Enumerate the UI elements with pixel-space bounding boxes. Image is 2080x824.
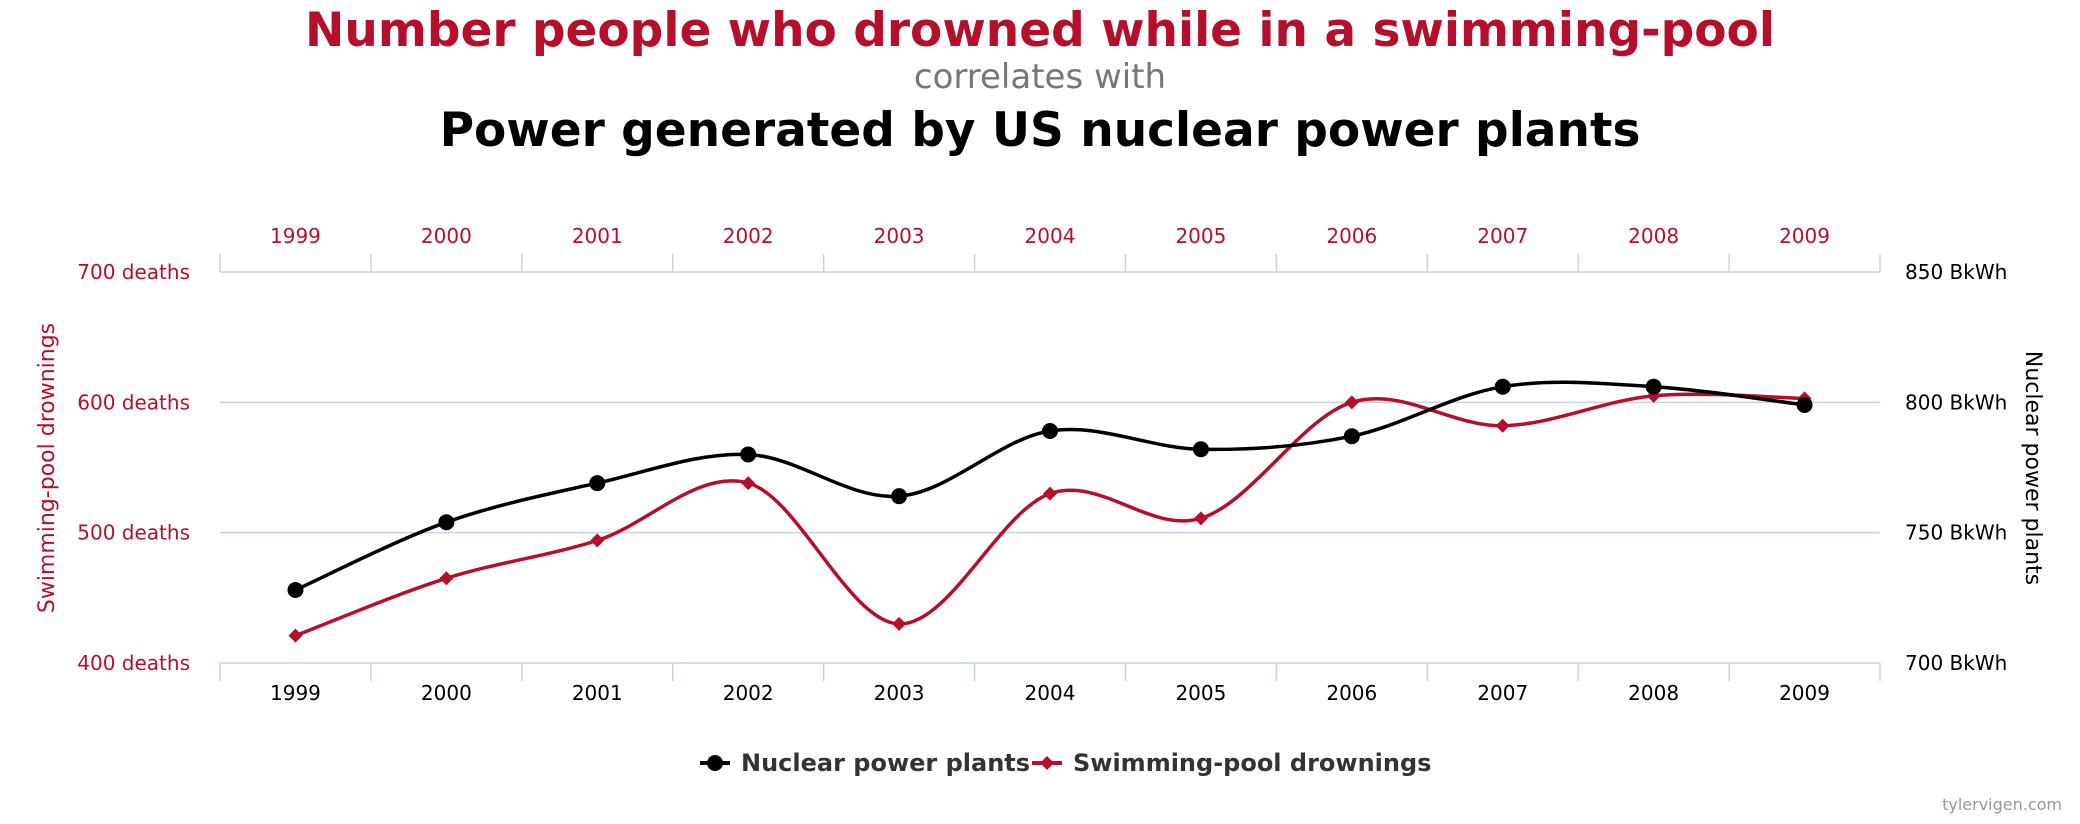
top-x-tick-label: 2007: [1477, 224, 1528, 248]
left-y-tick-label: 700 deaths: [77, 260, 190, 284]
legend-label-nuclear: Nuclear power plants: [741, 749, 1030, 777]
legend-item-drownings[interactable]: Swimming-pool drownings: [1032, 749, 1431, 777]
data-point-nuclear[interactable]: [1494, 378, 1511, 395]
bottom-x-tick-label: 2003: [874, 681, 925, 705]
data-point-drownings[interactable]: [892, 616, 907, 631]
data-point-nuclear[interactable]: [1645, 378, 1662, 395]
chart-subtitle: Power generated by US nuclear power plan…: [440, 103, 1641, 158]
data-point-nuclear[interactable]: [740, 446, 757, 463]
right-y-tick-label: 800 BkWh: [1905, 390, 2007, 414]
bottom-x-tick-label: 2000: [421, 681, 472, 705]
chart-title: Number people who drowned while in a swi…: [305, 3, 1775, 58]
legend-marker-drownings: [1040, 756, 1054, 770]
bottom-x-tick-label: 2008: [1628, 681, 1679, 705]
bottom-x-tick-label: 2009: [1779, 681, 1830, 705]
top-x-tick-label: 2006: [1326, 224, 1377, 248]
bottom-x-tick-label: 2005: [1175, 681, 1226, 705]
top-x-tick-label: 2004: [1025, 224, 1076, 248]
data-point-nuclear[interactable]: [1343, 428, 1360, 445]
data-point-nuclear[interactable]: [891, 488, 908, 505]
bottom-x-tick-label: 2007: [1477, 681, 1528, 705]
top-x-tick-label: 2009: [1779, 224, 1830, 248]
bottom-x-tick-label: 2004: [1025, 681, 1076, 705]
series-nuclear: [287, 378, 1813, 599]
legend: Nuclear power plants Swimming-pool drown…: [700, 749, 1431, 777]
top-x-tick-label: 2001: [572, 224, 623, 248]
left-y-tick-label: 400 deaths: [77, 651, 190, 675]
series: [287, 378, 1813, 643]
data-point-drownings[interactable]: [1193, 511, 1208, 526]
left-y-tick-label: 600 deaths: [77, 390, 190, 414]
source-credit[interactable]: tylervigen.com: [1942, 795, 2062, 814]
data-point-nuclear[interactable]: [1796, 396, 1813, 413]
legend-marker-nuclear: [707, 755, 723, 771]
data-point-drownings[interactable]: [590, 533, 605, 548]
data-point-drownings[interactable]: [741, 476, 756, 491]
top-x-tick-label: 2000: [421, 224, 472, 248]
top-x-tick-label: 2003: [874, 224, 925, 248]
right-y-tick-label: 700 BkWh: [1905, 651, 2007, 675]
data-point-nuclear[interactable]: [287, 582, 304, 599]
right-y-tick-label: 850 BkWh: [1905, 260, 2007, 284]
data-point-drownings[interactable]: [288, 628, 303, 643]
right-axis-title: Nuclear power plants: [2020, 351, 2045, 585]
data-point-drownings[interactable]: [1495, 418, 1510, 433]
bottom-x-tick-label: 2006: [1326, 681, 1377, 705]
grid-lines: [220, 271, 1880, 664]
data-point-nuclear[interactable]: [1042, 423, 1058, 440]
top-x-tick-label: 1999: [270, 224, 321, 248]
data-point-drownings[interactable]: [439, 571, 454, 586]
top-x-tick-label: 2002: [723, 224, 774, 248]
legend-item-nuclear[interactable]: Nuclear power plants: [700, 749, 1030, 777]
top-x-tick-label: 2005: [1175, 224, 1226, 248]
right-y-tick-label: 750 BkWh: [1905, 521, 2007, 545]
data-point-drownings[interactable]: [1043, 486, 1057, 501]
legend-label-drownings: Swimming-pool drownings: [1073, 749, 1431, 777]
data-point-nuclear[interactable]: [1192, 441, 1209, 458]
bottom-x-tick-label: 2001: [572, 681, 623, 705]
data-point-nuclear[interactable]: [438, 514, 455, 531]
series-line-drownings: [293, 392, 1807, 638]
data-point-nuclear[interactable]: [589, 475, 606, 492]
bottom-x-tick-label: 1999: [270, 681, 321, 705]
top-x-tick-label: 2008: [1628, 224, 1679, 248]
left-y-tick-label: 500 deaths: [77, 521, 190, 545]
data-point-drownings[interactable]: [1344, 395, 1359, 410]
bottom-x-tick-label: 2002: [723, 681, 774, 705]
left-axis-title: Swimming-pool drownings: [35, 323, 60, 613]
axes: 1999 2000 2001 2002 2003 2004 2005 2006 2007 2008…: [77, 224, 2007, 705]
chart-connector-text: correlates with: [914, 57, 1166, 97]
